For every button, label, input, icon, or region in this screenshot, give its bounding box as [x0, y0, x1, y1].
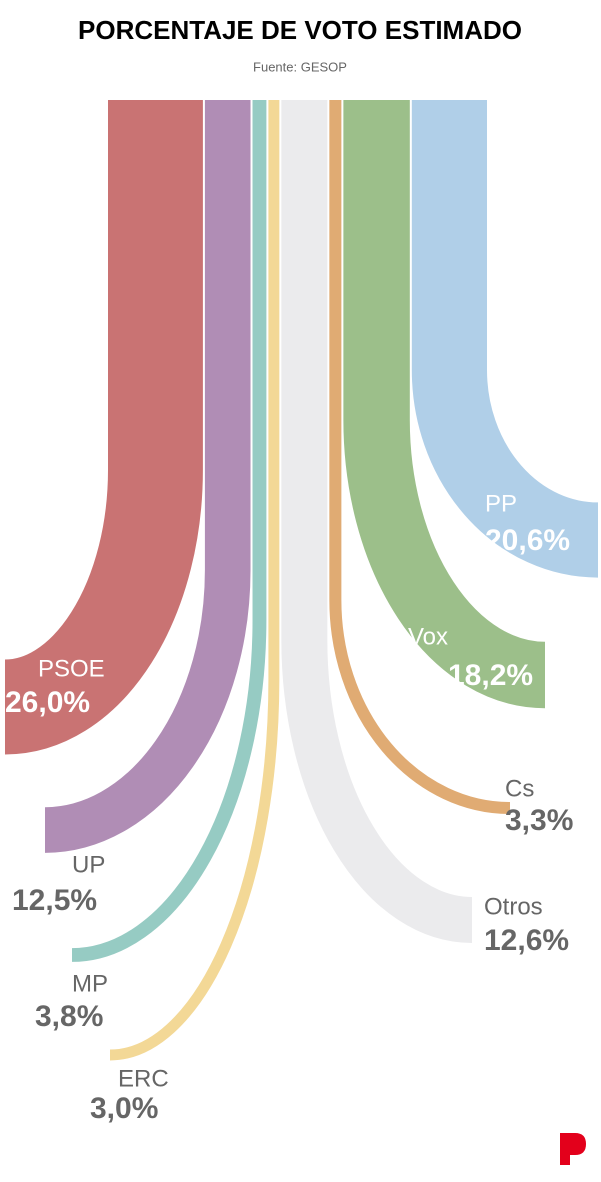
party-label: Cs: [505, 775, 534, 802]
value-label: 3,8%: [35, 1000, 103, 1033]
flow-band: [281, 100, 473, 943]
flow-band: [109, 100, 280, 1061]
party-label: Vox: [408, 623, 448, 650]
party-label: UP: [72, 851, 105, 878]
value-label: 12,6%: [484, 924, 569, 957]
flow-band: [411, 100, 600, 578]
party-label: MP: [72, 970, 108, 997]
value-label: 3,0%: [90, 1092, 158, 1125]
party-label: PSOE: [38, 655, 105, 682]
value-label: 20,6%: [485, 524, 570, 557]
flow-band: [3, 100, 203, 755]
flow-band: [71, 100, 267, 962]
chart-title: PORCENTAJE DE VOTO ESTIMADO: [78, 15, 522, 45]
logo: [560, 1133, 586, 1165]
logo-mark: [560, 1133, 586, 1165]
party-label: Otros: [484, 893, 543, 920]
flow-band: [44, 100, 251, 853]
chart-subtitle: Fuente: GESOP: [253, 59, 347, 74]
value-label: 26,0%: [5, 686, 90, 719]
party-label: PP: [485, 490, 517, 517]
value-label: 3,3%: [505, 804, 573, 837]
flow-band: [329, 100, 511, 815]
value-label: 12,5%: [12, 884, 97, 917]
party-label: ERC: [118, 1065, 169, 1092]
value-label: 18,2%: [448, 659, 533, 692]
flow-band: [343, 100, 547, 709]
